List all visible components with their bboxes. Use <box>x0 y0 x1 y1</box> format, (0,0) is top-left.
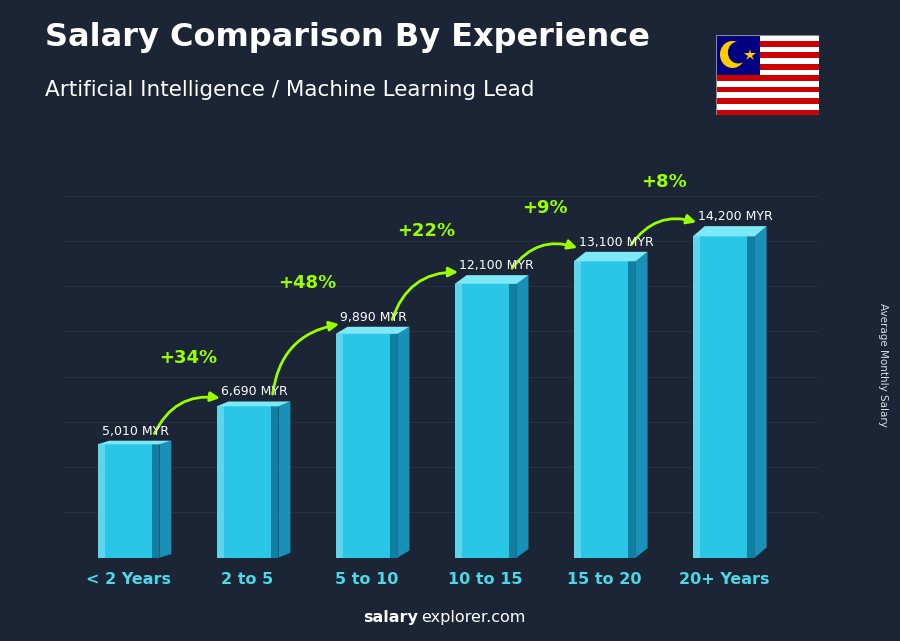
Text: +8%: +8% <box>642 173 687 191</box>
Polygon shape <box>217 401 291 406</box>
Bar <box>390 334 398 558</box>
Text: 9,890 MYR: 9,890 MYR <box>340 311 408 324</box>
Bar <box>716 98 819 104</box>
Bar <box>716 35 819 41</box>
Text: Salary Comparison By Experience: Salary Comparison By Experience <box>45 22 650 53</box>
Text: 14,200 MYR: 14,200 MYR <box>698 210 772 223</box>
Text: 13,100 MYR: 13,100 MYR <box>579 236 653 249</box>
Text: 5,010 MYR: 5,010 MYR <box>103 424 169 438</box>
Polygon shape <box>97 441 171 444</box>
Bar <box>217 406 278 558</box>
Bar <box>152 444 159 558</box>
Bar <box>716 69 819 75</box>
Circle shape <box>721 42 744 67</box>
Bar <box>573 262 635 558</box>
Text: +48%: +48% <box>278 274 337 292</box>
Bar <box>628 262 635 558</box>
Polygon shape <box>278 401 291 558</box>
Bar <box>716 92 819 98</box>
Bar <box>716 81 819 87</box>
Bar <box>336 334 343 558</box>
Polygon shape <box>398 327 410 558</box>
Bar <box>336 334 398 558</box>
Bar <box>716 63 819 70</box>
Bar <box>454 284 462 558</box>
Bar <box>716 52 819 58</box>
Text: +34%: +34% <box>159 349 217 367</box>
Bar <box>97 444 105 558</box>
Bar <box>716 46 819 53</box>
Bar <box>716 109 819 115</box>
Text: Artificial Intelligence / Machine Learning Lead: Artificial Intelligence / Machine Learni… <box>45 80 535 100</box>
Bar <box>716 75 819 81</box>
Polygon shape <box>755 226 767 558</box>
Bar <box>716 87 819 92</box>
Polygon shape <box>573 252 648 262</box>
Bar <box>716 40 819 47</box>
Text: +9%: +9% <box>522 199 568 217</box>
Bar <box>573 262 581 558</box>
Text: explorer.com: explorer.com <box>421 610 526 625</box>
Polygon shape <box>454 275 528 284</box>
Polygon shape <box>635 252 648 558</box>
Text: Average Monthly Salary: Average Monthly Salary <box>878 303 887 428</box>
Text: +22%: +22% <box>397 222 455 240</box>
Bar <box>217 406 224 558</box>
Text: 12,100 MYR: 12,100 MYR <box>460 259 535 272</box>
Bar <box>693 237 755 558</box>
Bar <box>747 237 755 558</box>
Polygon shape <box>159 441 171 558</box>
Bar <box>271 406 278 558</box>
Circle shape <box>729 42 748 63</box>
Text: salary: salary <box>364 610 418 625</box>
Polygon shape <box>517 275 528 558</box>
Bar <box>693 237 700 558</box>
Polygon shape <box>336 327 410 334</box>
Text: 6,690 MYR: 6,690 MYR <box>221 385 288 399</box>
Bar <box>716 104 819 110</box>
Bar <box>716 58 819 64</box>
Bar <box>97 444 159 558</box>
Bar <box>509 284 517 558</box>
Polygon shape <box>693 226 767 237</box>
Bar <box>454 284 517 558</box>
Bar <box>716 35 760 75</box>
